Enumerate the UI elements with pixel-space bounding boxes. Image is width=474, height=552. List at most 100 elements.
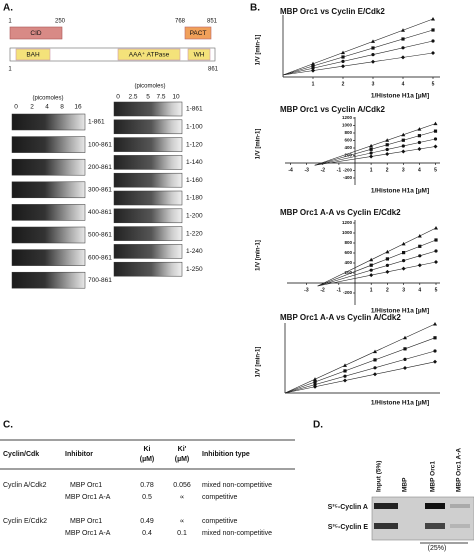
fit-line [314, 138, 436, 166]
note: (25%) [428, 545, 447, 552]
marker [369, 273, 374, 278]
marker [417, 147, 422, 151]
x-tick-label: 3 [402, 167, 405, 173]
y-tick-label: 600 [344, 250, 352, 255]
plot-title: MBP Orc1 A-A vs Cyclin A/Cdk2 [280, 313, 401, 322]
marker [417, 140, 421, 145]
marker [434, 249, 438, 253]
gel-amount: 2.5 [128, 94, 137, 101]
blot-band [450, 504, 470, 508]
column-unit: (µM) [175, 456, 190, 463]
y-tick-label: 200 [344, 270, 352, 275]
marker [433, 349, 437, 353]
ki-prime-cell: 0.1 [177, 530, 187, 537]
y-tick-label: 400 [344, 260, 352, 265]
x-tick-label: -3 [304, 167, 309, 173]
x-tick-label: -1 [337, 287, 342, 293]
marker [371, 53, 375, 57]
marker [433, 144, 438, 149]
fit-line [284, 323, 436, 394]
panel-label: D. [313, 420, 323, 431]
construct-label: 200-861 [88, 164, 112, 171]
blot-band [374, 503, 398, 509]
marker [385, 257, 389, 261]
marker [418, 254, 422, 258]
fit-line [314, 130, 436, 166]
marker [403, 357, 407, 361]
gel-amount: 5 [146, 94, 150, 101]
x-tick-label: 5 [432, 81, 435, 87]
marker [385, 249, 390, 254]
inhibitor-cell: MBP Orc1 A-A [65, 494, 111, 501]
marker [373, 358, 377, 362]
ki-cell: 0.5 [142, 494, 152, 501]
marker [311, 66, 315, 70]
plot-title: MBP Orc1 vs Cyclin E/Cdk2 [280, 7, 385, 16]
inhibition-type-cell: mixed non-competitive [202, 530, 272, 537]
construct-label: 1-100 [186, 124, 203, 131]
x-tick-label: 1 [370, 287, 373, 293]
marker [343, 378, 347, 383]
marker [433, 359, 437, 364]
marker [433, 121, 438, 126]
gel-amount: 0 [14, 104, 18, 111]
x-tick-label: 1 [370, 167, 373, 173]
lane-label: Input (5%) [376, 461, 383, 492]
x-tick-label: -3 [304, 287, 309, 293]
gel-band [113, 261, 183, 277]
gel-amount: 8 [60, 104, 64, 111]
construct-label: 1-861 [186, 106, 203, 113]
construct-label: 1-160 [186, 177, 203, 184]
position: 1 [8, 19, 12, 25]
y-tick-label: 600 [344, 138, 352, 143]
y-tick-label: 800 [344, 240, 352, 245]
gel-amount: 7.5 [156, 94, 165, 101]
blot-band [425, 503, 445, 509]
marker [401, 144, 405, 148]
x-tick-label: -2 [321, 167, 326, 173]
blot-band [450, 524, 470, 528]
fit-line [282, 29, 434, 76]
fit-line [282, 52, 434, 76]
position: 1 [8, 67, 12, 73]
marker [434, 238, 438, 242]
plot-title: MBP Orc1 vs Cyclin A/Cdk2 [280, 105, 385, 114]
marker [369, 268, 373, 272]
gel-band [11, 271, 86, 289]
gel-unit: (picomoles) [134, 84, 165, 90]
gel-band [113, 190, 183, 206]
marker [431, 39, 435, 43]
fit-line [317, 261, 437, 287]
x-axis-label: 1/Histone H1a [µM] [371, 93, 429, 100]
fit-line [282, 18, 434, 76]
marker [373, 349, 377, 354]
y-axis-label: 1/V [min-1] [256, 347, 262, 378]
x-tick-label: 2 [386, 287, 389, 293]
marker [385, 263, 389, 267]
marker [417, 263, 422, 268]
marker [343, 363, 347, 367]
fit-line [317, 250, 437, 287]
x-tick-label: 1 [312, 81, 315, 87]
gel-amount: 0 [116, 94, 120, 101]
marker [341, 59, 345, 64]
construct-label: 700-861 [88, 277, 112, 284]
marker [313, 380, 317, 384]
gel-band [113, 208, 183, 224]
y-axis-label: 1/V [min-1] [256, 240, 262, 271]
blot-row-label: S³⁵-Cyclin E [328, 524, 369, 531]
marker [402, 251, 406, 255]
marker [341, 64, 345, 69]
construct-label: 1-220 [186, 230, 203, 237]
gel-unit: (picomoles) [32, 96, 63, 102]
y-tick-label: 1000 [342, 123, 353, 128]
marker [311, 64, 315, 68]
marker [431, 28, 435, 32]
marker [401, 266, 406, 271]
lane-label: MBP Orc1 [430, 461, 437, 492]
gel-amount: 16 [74, 104, 82, 111]
construct-label: 500-861 [88, 232, 112, 239]
lane-label: MBP Orc1 A-A [456, 448, 463, 492]
marker [313, 383, 317, 387]
ki-cell: 0.4 [142, 530, 152, 537]
